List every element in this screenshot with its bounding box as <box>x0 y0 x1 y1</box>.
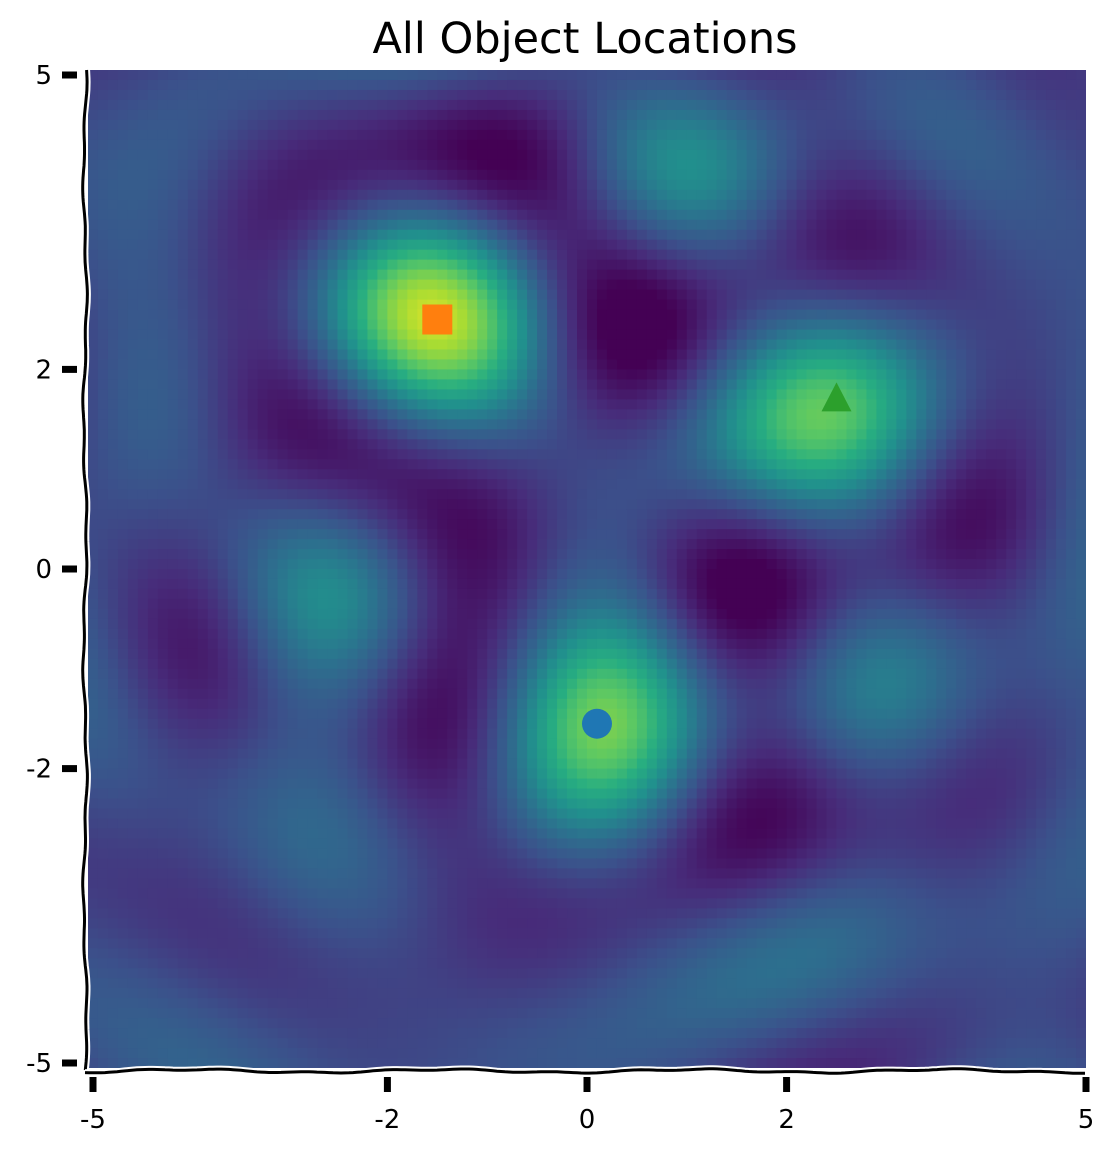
heatmap <box>88 70 1086 1068</box>
y-tick-label: -2 <box>26 755 52 785</box>
y-tick-label: -5 <box>26 1049 52 1079</box>
object-markers <box>422 304 852 739</box>
y-tick-label: 0 <box>35 555 52 585</box>
y-tick-label: 5 <box>35 61 52 91</box>
bottom-spine <box>84 1067 1086 1075</box>
marker-triangle <box>821 382 852 412</box>
y-axis: 5 2 0 -2 -5 <box>26 61 77 1079</box>
x-tick-label: 2 <box>778 1105 795 1135</box>
chart-title: All Object Locations <box>373 14 798 64</box>
x-tick-label: -2 <box>374 1105 400 1135</box>
left-spine <box>81 69 89 1071</box>
x-tick-label: -5 <box>80 1105 106 1135</box>
marker-square <box>422 304 453 335</box>
x-tick-label: 0 <box>579 1105 596 1135</box>
y-tick-label: 2 <box>35 355 52 385</box>
x-tick-label: 5 <box>1078 1105 1095 1135</box>
x-axis: -5 -2 0 2 5 <box>80 1077 1094 1135</box>
marker-circle <box>581 708 612 739</box>
